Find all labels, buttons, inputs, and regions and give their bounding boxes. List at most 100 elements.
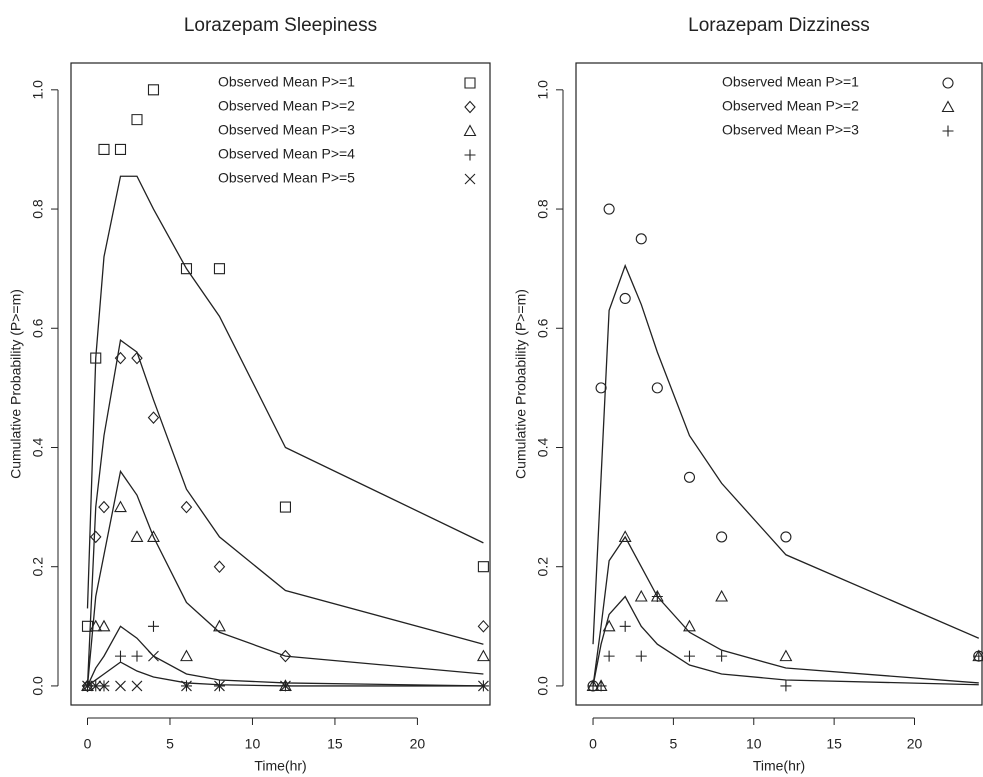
marker xyxy=(595,680,607,692)
marker xyxy=(213,619,226,632)
marker xyxy=(477,619,490,633)
marker xyxy=(464,149,476,161)
marker xyxy=(619,620,631,632)
chart-title: Lorazepam Sleepiness xyxy=(184,15,377,36)
legend-label: Observed Mean P>=1 xyxy=(218,74,355,90)
marker xyxy=(715,589,729,602)
legend-label: Observed Mean P>=3 xyxy=(218,122,355,138)
marker xyxy=(180,649,193,662)
marker xyxy=(89,619,103,632)
model-line xyxy=(86,469,484,686)
y-tick-label: 0.0 xyxy=(535,676,551,696)
marker xyxy=(130,530,144,542)
marker xyxy=(279,501,291,513)
y-tick-label: 0.2 xyxy=(535,557,551,577)
marker xyxy=(114,143,127,155)
marker xyxy=(595,382,607,394)
x-tick-label: 15 xyxy=(826,736,842,752)
marker xyxy=(90,352,102,364)
x-tick-label: 0 xyxy=(84,736,92,752)
marker xyxy=(651,591,663,603)
marker xyxy=(98,500,110,514)
y-tick-label: 0.0 xyxy=(30,676,46,696)
marker xyxy=(214,680,225,692)
x-axis-label: Time(hr) xyxy=(753,758,805,774)
marker xyxy=(477,561,489,573)
marker xyxy=(780,531,792,543)
marker xyxy=(147,411,160,424)
y-tick-label: 0.6 xyxy=(535,318,551,338)
marker xyxy=(280,680,291,692)
y-axis-label: Cumulative Probability (P>=m) xyxy=(8,289,24,479)
model-line xyxy=(592,263,980,645)
marker xyxy=(635,233,647,245)
marker xyxy=(114,650,126,662)
model-line xyxy=(592,595,979,687)
model-line xyxy=(592,535,979,687)
legend-label: Observed Mean P>=3 xyxy=(722,122,859,138)
marker xyxy=(90,680,102,692)
marker xyxy=(683,471,696,483)
marker xyxy=(941,100,955,113)
y-tick-label: 1.0 xyxy=(30,80,46,100)
marker xyxy=(603,650,615,662)
marker xyxy=(618,530,632,542)
marker xyxy=(97,619,111,632)
marker xyxy=(683,650,695,662)
marker xyxy=(131,114,143,126)
plot-frame xyxy=(70,62,491,706)
marker xyxy=(147,530,160,542)
legend-label: Observed Mean P>=1 xyxy=(722,74,859,90)
x-tick-label: 10 xyxy=(746,736,762,752)
x-axis-label: Time(hr) xyxy=(254,758,306,774)
marker xyxy=(973,650,983,662)
x-tick-label: 20 xyxy=(410,736,426,752)
marker xyxy=(602,619,616,632)
marker xyxy=(213,560,226,574)
y-tick-label: 1.0 xyxy=(535,80,551,100)
model-line xyxy=(87,661,484,687)
legend-label: Observed Mean P>=4 xyxy=(218,146,355,162)
marker xyxy=(82,680,93,692)
marker xyxy=(131,680,143,692)
marker xyxy=(478,680,489,692)
y-tick-label: 0.6 xyxy=(30,318,46,338)
marker xyxy=(651,382,663,394)
x-tick-label: 10 xyxy=(245,736,261,752)
marker xyxy=(213,263,226,275)
x-tick-label: 5 xyxy=(166,736,174,752)
marker xyxy=(147,620,159,632)
model-line xyxy=(86,175,484,609)
marker xyxy=(942,77,954,89)
marker xyxy=(131,650,143,662)
marker xyxy=(98,680,110,692)
marker xyxy=(81,679,94,693)
y-tick-label: 0.4 xyxy=(30,438,46,458)
x-tick-label: 20 xyxy=(907,736,923,752)
marker xyxy=(683,619,696,632)
marker xyxy=(464,100,476,114)
marker xyxy=(716,531,728,543)
marker xyxy=(98,143,110,155)
marker xyxy=(634,589,648,602)
plot-frame xyxy=(575,62,983,706)
marker xyxy=(148,650,159,662)
marker xyxy=(780,680,792,692)
marker xyxy=(942,125,954,137)
y-tick-label: 0.2 xyxy=(30,557,46,577)
x-tick-label: 0 xyxy=(589,736,597,752)
marker xyxy=(619,292,631,305)
marker xyxy=(603,203,615,215)
legend-label: Observed Mean P>=5 xyxy=(218,170,355,186)
y-axis-label: Cumulative Probability (P>=m) xyxy=(513,289,529,479)
marker xyxy=(181,680,192,692)
marker xyxy=(114,351,127,365)
legend-label: Observed Mean P>=2 xyxy=(722,98,859,114)
model-line xyxy=(86,625,484,687)
marker xyxy=(131,351,143,365)
marker xyxy=(180,263,193,275)
marker xyxy=(463,124,477,137)
y-tick-label: 0.4 xyxy=(535,438,551,458)
